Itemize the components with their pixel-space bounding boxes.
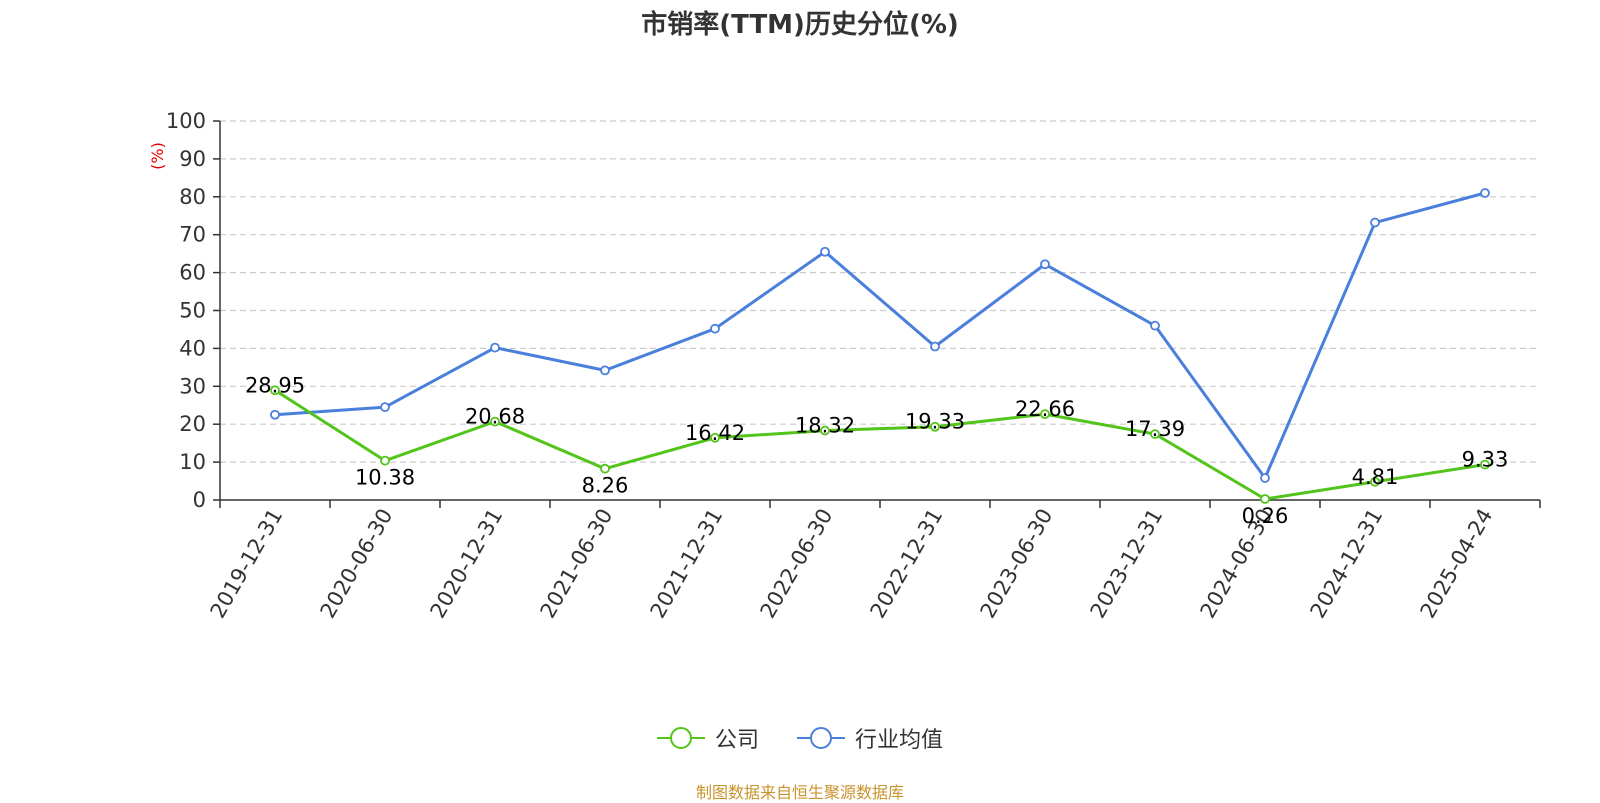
y-tick-label: 20 <box>179 412 206 436</box>
data-point-company <box>270 385 280 396</box>
x-tick-label: 2021-06-30 <box>536 505 618 623</box>
data-label-company: 9.33 <box>1462 448 1509 472</box>
data-label-company: 22.66 <box>1015 397 1075 421</box>
data-label-company: 18.32 <box>795 414 855 438</box>
data-point-company <box>490 416 500 427</box>
data-point-company <box>1480 459 1490 470</box>
legend-label-company: 公司 <box>714 728 759 753</box>
chart-title: 市销率(TTM)历史分位(%) <box>641 10 959 40</box>
data-label-company: 28.95 <box>245 373 305 397</box>
data-point-industry <box>380 402 390 413</box>
data-point-industry <box>930 341 940 352</box>
y-tick-label: 60 <box>179 261 206 285</box>
data-point-industry <box>1480 188 1490 198</box>
data-point-company <box>1040 409 1050 420</box>
x-tick-label: 2023-06-30 <box>976 505 1058 623</box>
y-tick-label: 70 <box>179 223 206 247</box>
y-tick-label: 80 <box>179 185 206 209</box>
x-tick-label: 2024-12-31 <box>1306 505 1388 623</box>
x-tick-label: 2023-12-31 <box>1086 505 1168 623</box>
y-tick-label: 30 <box>179 374 206 398</box>
y-tick-label: 40 <box>179 336 206 360</box>
data-point-company <box>600 463 610 474</box>
x-tick-label: 2021-12-31 <box>646 505 728 623</box>
data-label-company: 8.26 <box>582 474 629 498</box>
source-note: 制图数据来自恒生聚源数据库 <box>695 783 904 802</box>
legend-label-industry: 行业均值 <box>855 728 944 753</box>
data-point-industry <box>820 246 830 257</box>
data-point-industry <box>1040 259 1050 270</box>
data-label-company: 4.81 <box>1352 465 1399 489</box>
legend-item-company[interactable]: 公司 <box>656 722 759 754</box>
data-point-industry <box>710 323 720 334</box>
data-point-industry <box>1260 473 1270 483</box>
legend-item-industry[interactable]: 行业均值 <box>797 722 943 754</box>
legend-company-marker-icon <box>656 727 705 749</box>
x-tick-label: 2025-04-24 <box>1416 505 1498 623</box>
data-point-company <box>710 432 720 443</box>
data-point-industry <box>600 365 610 376</box>
legend: 公司 行业均值 <box>0 722 1600 754</box>
data-label-company: 16.42 <box>685 421 745 445</box>
data-point-industry <box>1370 217 1380 228</box>
data-point-company <box>1260 494 1270 504</box>
data-label-company: 20.68 <box>465 405 525 429</box>
data-label-company: 10.38 <box>355 466 415 490</box>
y-tick-label: 100 <box>166 109 206 133</box>
x-tick-label: 2020-06-30 <box>316 505 398 623</box>
series-line-industry <box>274 191 1486 480</box>
y-axis-label: (%) <box>148 142 167 170</box>
data-point-company <box>1370 476 1380 487</box>
x-tick-label: 2022-06-30 <box>756 505 838 623</box>
data-label-company: 0.26 <box>1242 504 1289 528</box>
data-point-company <box>380 455 390 466</box>
y-tick-label: 10 <box>179 450 206 474</box>
data-label-company: 17.39 <box>1125 417 1185 441</box>
series-line-company <box>274 389 1486 501</box>
data-point-industry <box>270 409 280 420</box>
y-tick-label: 50 <box>179 299 206 323</box>
data-point-industry <box>490 342 500 353</box>
x-tick-label: 2020-12-31 <box>426 505 508 623</box>
data-label-company: 19.33 <box>905 410 965 434</box>
y-tick-label: 90 <box>179 147 206 171</box>
data-point-company <box>1150 429 1160 439</box>
data-point-industry <box>1150 320 1160 331</box>
x-tick-label: 2019-12-31 <box>206 505 288 623</box>
legend-industry-marker-icon <box>797 727 845 749</box>
data-point-company <box>930 421 940 432</box>
x-tick-label: 2022-12-31 <box>866 505 948 623</box>
y-tick-label: 0 <box>193 488 206 512</box>
data-point-company <box>820 425 830 436</box>
